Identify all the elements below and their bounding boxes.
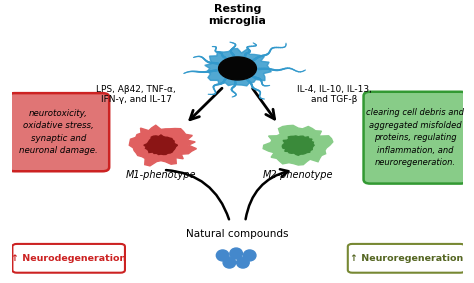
Polygon shape [205,48,271,86]
FancyBboxPatch shape [8,93,109,171]
Polygon shape [283,136,314,155]
Ellipse shape [237,257,249,268]
Polygon shape [263,125,333,165]
Ellipse shape [216,250,229,261]
FancyBboxPatch shape [348,244,465,273]
Text: neurotoxicity,
oxidative stress,
synaptic and
neuronal damage.: neurotoxicity, oxidative stress, synapti… [19,109,98,155]
Text: M1-phenotype: M1-phenotype [126,170,196,180]
Text: clearing cell debris and
aggregated misfolded
proteins, regulating
inflammation,: clearing cell debris and aggregated misf… [366,108,465,167]
Text: M2-phenotype: M2-phenotype [263,170,334,180]
Polygon shape [129,125,197,166]
Text: ↑ Neuroregeneration: ↑ Neuroregeneration [350,254,463,263]
Polygon shape [144,135,178,155]
FancyBboxPatch shape [12,244,125,273]
Ellipse shape [230,248,243,259]
Circle shape [219,57,256,80]
Text: IL-4, IL-10, IL-13,
and TGF-β: IL-4, IL-10, IL-13, and TGF-β [297,85,372,104]
Text: Natural compounds: Natural compounds [186,229,289,239]
Ellipse shape [243,250,256,261]
Ellipse shape [223,257,236,268]
FancyBboxPatch shape [364,92,467,184]
Text: LPS, Aβ42, TNF-α,
IFN-γ, and IL-17: LPS, Aβ42, TNF-α, IFN-γ, and IL-17 [96,85,176,104]
Text: ↑ Neurodegeneration: ↑ Neurodegeneration [11,254,126,263]
Text: Resting
microglia: Resting microglia [209,4,266,26]
